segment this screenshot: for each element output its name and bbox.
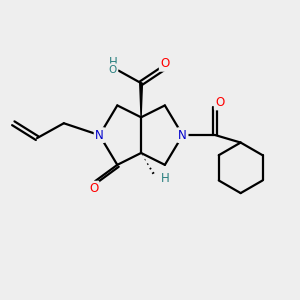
- Text: H: H: [160, 172, 169, 185]
- Text: O: O: [215, 96, 224, 109]
- Text: O: O: [109, 65, 117, 75]
- Text: N: N: [178, 129, 187, 142]
- Text: O: O: [89, 182, 98, 195]
- Text: N: N: [95, 129, 104, 142]
- Polygon shape: [140, 83, 142, 117]
- Text: H: H: [109, 56, 117, 69]
- Text: O: O: [160, 57, 170, 70]
